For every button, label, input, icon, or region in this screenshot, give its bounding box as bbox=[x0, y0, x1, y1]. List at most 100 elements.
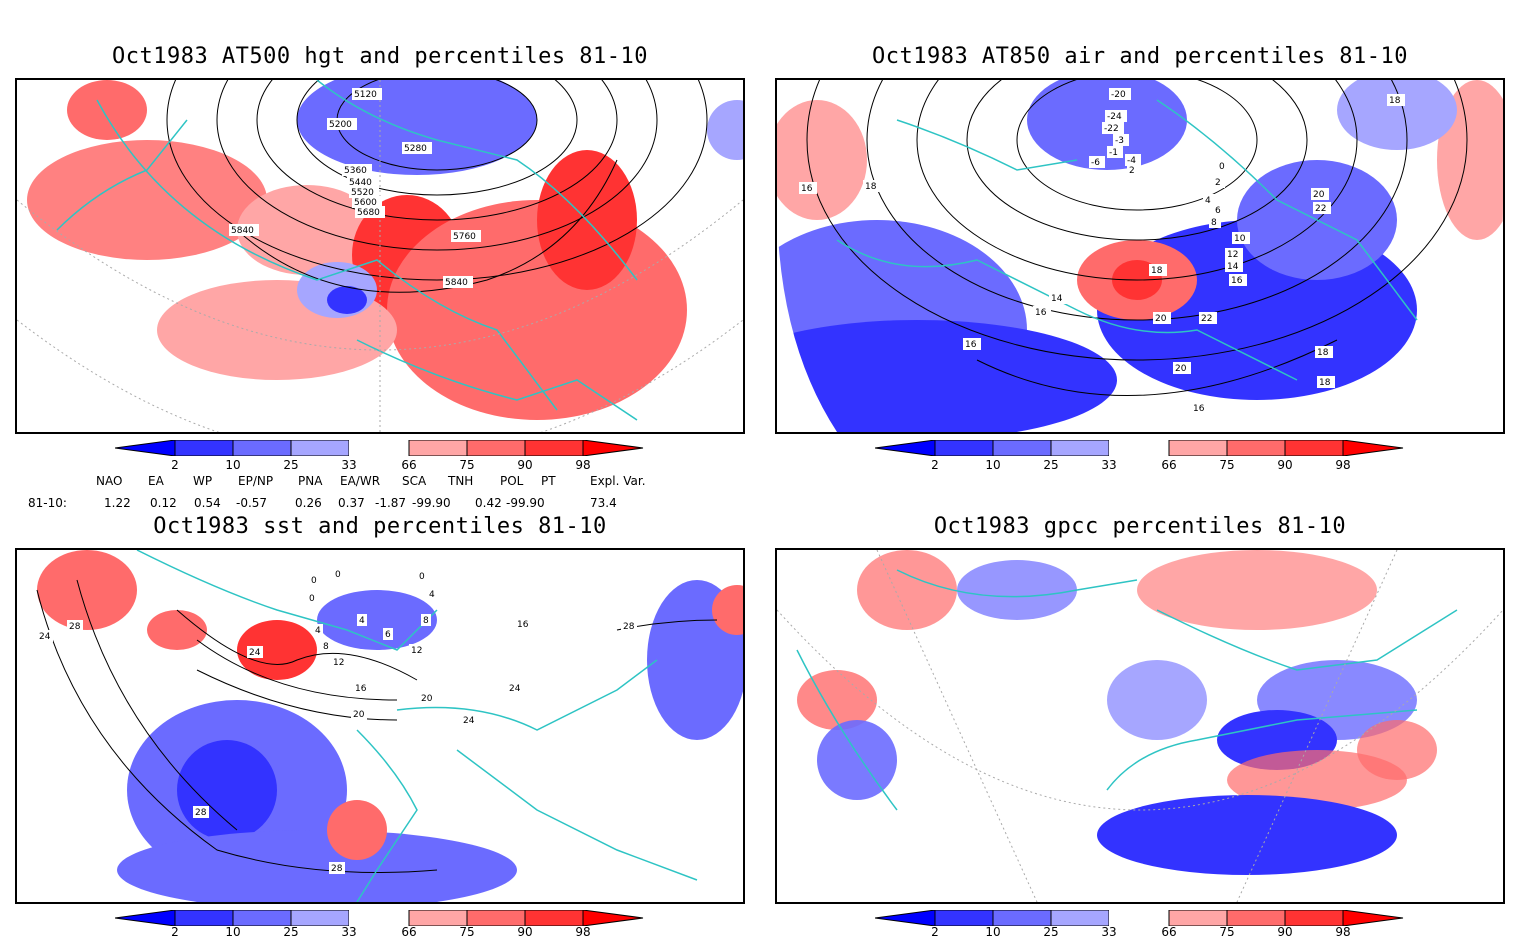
colorbar-swatches bbox=[115, 910, 644, 926]
contour-label: -6 bbox=[1091, 158, 1100, 168]
colorbar-label: 75 bbox=[459, 458, 475, 472]
index-header: EA/WR bbox=[340, 474, 381, 488]
colorbar-label: 10 bbox=[985, 925, 1001, 939]
contour-label: -24 bbox=[1107, 112, 1122, 122]
contour-label: -1 bbox=[1109, 148, 1118, 158]
panel-title-gpcc: Oct1983 gpcc percentiles 81-10 bbox=[933, 514, 1347, 539]
colorbar-label: 90 bbox=[517, 458, 533, 472]
contour-label: -4 bbox=[1127, 156, 1136, 166]
colorbar-label: 98 bbox=[575, 458, 591, 472]
contour-label: 16 bbox=[517, 620, 529, 630]
colorbar-label: 10 bbox=[985, 458, 1001, 472]
anomaly-blob bbox=[327, 286, 367, 314]
anomaly-blob bbox=[297, 80, 537, 175]
contour-label: 0 bbox=[335, 570, 341, 580]
contour-label: 4 bbox=[1205, 196, 1211, 206]
colorbar-label: 75 bbox=[1219, 925, 1235, 939]
contour-label: 10 bbox=[1234, 234, 1246, 244]
index-header: PNA bbox=[298, 474, 323, 488]
contour-label: 5200 bbox=[329, 120, 352, 130]
index-header: EA bbox=[148, 474, 164, 488]
anomaly-blob bbox=[117, 830, 517, 902]
map-panel-sst[interactable]: 0 0 0 0 4 4 4 6 8 12 8 12 16 16 20 20 24… bbox=[15, 548, 745, 904]
colorbar-label: 33 bbox=[1101, 458, 1117, 472]
colorbar-label: 25 bbox=[283, 925, 299, 939]
precip-percentile-patches bbox=[797, 550, 1437, 875]
map-gpcc-svg bbox=[777, 550, 1503, 902]
contour-label: 0 bbox=[311, 576, 317, 586]
index-row-label: 81-10: bbox=[28, 496, 67, 510]
contour-label: 12 bbox=[411, 646, 422, 656]
index-header: POL bbox=[500, 474, 524, 488]
colorbar-swatches bbox=[875, 440, 1404, 456]
contour-label: 5120 bbox=[354, 90, 377, 100]
index-value: 0.42 bbox=[475, 496, 502, 510]
contour-label: 22 bbox=[1201, 314, 1212, 324]
colorbar-label: 25 bbox=[283, 458, 299, 472]
colorbar-label: 33 bbox=[1101, 925, 1117, 939]
contour-label: 8 bbox=[323, 642, 329, 652]
index-value: -1.87 bbox=[375, 496, 407, 510]
anomaly-blob bbox=[327, 800, 387, 860]
contour-label: 5440 bbox=[349, 178, 372, 188]
index-value: -99.90 bbox=[506, 496, 545, 510]
contour-label: 20 bbox=[1155, 314, 1167, 324]
colorbar-label: 66 bbox=[1161, 458, 1177, 472]
contour-label: 14 bbox=[1227, 262, 1239, 272]
colorbar-bottom-right: 2 10 25 33 66 75 90 98 bbox=[875, 910, 1405, 946]
colorbar-label: 98 bbox=[1335, 458, 1351, 472]
contour-label: 18 bbox=[1317, 348, 1329, 358]
colorbar-label: 25 bbox=[1043, 458, 1059, 472]
colorbar-bottom-left: 2 10 25 33 66 75 90 98 bbox=[115, 910, 645, 946]
anomaly-blob bbox=[37, 550, 137, 630]
index-value: -0.57 bbox=[236, 496, 268, 510]
contour-label: 18 bbox=[1319, 378, 1331, 388]
colorbar-label: 2 bbox=[171, 925, 179, 939]
colorbar-label: 2 bbox=[931, 925, 939, 939]
contour-label: 16 bbox=[355, 684, 367, 694]
colorbar-label: 33 bbox=[341, 925, 357, 939]
colorbar-label: 90 bbox=[1277, 458, 1293, 472]
contour-label: 18 bbox=[865, 182, 877, 192]
contour-label: 16 bbox=[1193, 404, 1205, 414]
colorbar-label: 75 bbox=[1219, 458, 1235, 472]
teleconnection-indices: NAO EA WP EP/NP PNA EA/WR SCA TNH POL PT… bbox=[0, 474, 740, 514]
contour-label: 6 bbox=[1215, 206, 1221, 216]
colorbar-top-left: 2 10 25 33 66 75 90 98 bbox=[115, 440, 645, 476]
contour-label: 28 bbox=[69, 622, 81, 632]
colorbar-label: 33 bbox=[341, 458, 357, 472]
colorbar-label: 10 bbox=[225, 458, 241, 472]
index-value: 0.37 bbox=[338, 496, 365, 510]
contour-label: 20 bbox=[1175, 364, 1187, 374]
contour-label: 4 bbox=[429, 590, 435, 600]
contour-label: 8 bbox=[423, 616, 429, 626]
contour-label: -3 bbox=[1115, 136, 1124, 146]
contour-label: 5520 bbox=[351, 188, 374, 198]
map-sst-svg: 0 0 0 0 4 4 4 6 8 12 8 12 16 16 20 20 24… bbox=[17, 550, 743, 902]
panel-title-hgt: Oct1983 AT500 hgt and percentiles 81-10 bbox=[111, 44, 649, 69]
map-panel-air[interactable]: -20 -24 -22 -3 -1 -6 -4 2 0 2 4 6 8 10 1… bbox=[775, 78, 1505, 434]
contour-label: 8 bbox=[1211, 218, 1217, 228]
anomaly-blob bbox=[237, 620, 317, 680]
colorbar-label: 75 bbox=[459, 925, 475, 939]
contour-label: 5360 bbox=[344, 166, 367, 176]
contour-label: 5680 bbox=[357, 208, 380, 218]
contour-label: 18 bbox=[1151, 266, 1163, 276]
contour-label: 5760 bbox=[453, 232, 476, 242]
anomaly-blob bbox=[317, 590, 437, 650]
contour-label: 24 bbox=[463, 716, 475, 726]
anomaly-blob bbox=[237, 185, 377, 275]
contour-label: 20 bbox=[421, 694, 433, 704]
map-panel-gpcc[interactable] bbox=[775, 548, 1505, 904]
contour-label: 14 bbox=[1051, 294, 1063, 304]
index-header: NAO bbox=[96, 474, 123, 488]
map-panel-hgt[interactable]: 5120 5200 5280 5360 5440 5520 5600 5680 … bbox=[15, 78, 745, 434]
index-value: 0.12 bbox=[150, 496, 177, 510]
colorbar-label: 66 bbox=[401, 925, 417, 939]
colorbar-label: 98 bbox=[1335, 925, 1351, 939]
contour-label: 24 bbox=[509, 684, 521, 694]
index-header: EP/NP bbox=[238, 474, 274, 488]
contour-label: 16 bbox=[1035, 308, 1047, 318]
anomaly-blob bbox=[1337, 80, 1457, 150]
contour-label: 12 bbox=[333, 658, 344, 668]
